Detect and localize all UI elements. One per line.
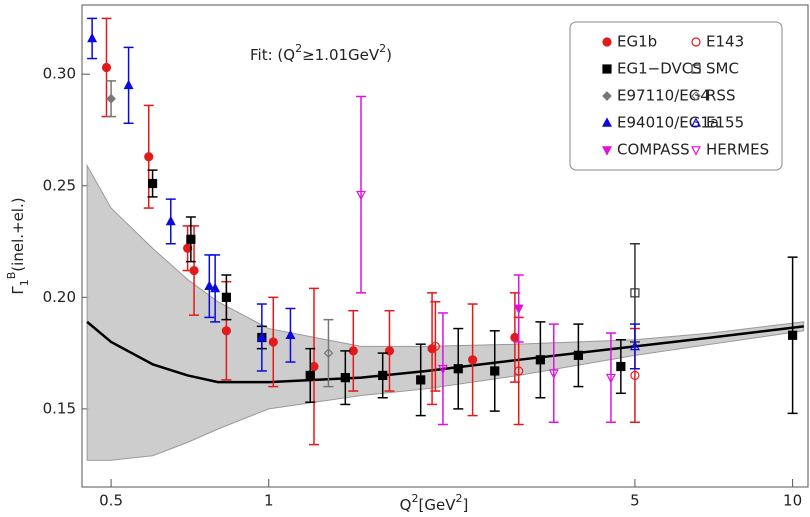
- point: [468, 355, 478, 365]
- point: [416, 375, 426, 385]
- point: [186, 234, 196, 244]
- legend-label: RSS: [706, 87, 735, 105]
- legend-marker: [691, 91, 701, 101]
- x-tick-label: 10: [783, 492, 802, 510]
- point: [285, 329, 296, 340]
- y-tick-label: 0.25: [43, 176, 76, 194]
- legend-label: EG1−DVCS: [617, 60, 702, 78]
- point: [101, 62, 112, 73]
- annotation-part: ≥1.01GeV: [302, 46, 380, 64]
- point: [453, 364, 463, 374]
- y-tick-label: 0.30: [43, 65, 76, 83]
- point: [123, 79, 134, 90]
- point: [430, 341, 440, 352]
- y-tick-label: 0.20: [43, 288, 76, 306]
- point: [573, 350, 583, 360]
- point: [788, 330, 798, 340]
- point: [630, 370, 640, 381]
- legend-box: [569, 21, 783, 171]
- legend-label: E143: [706, 33, 744, 51]
- point: [510, 332, 520, 343]
- point: [629, 340, 640, 351]
- annotation: Fit: (Q2≥1.01GeV2): [250, 42, 392, 64]
- legend-label: E97110/EG4: [617, 87, 710, 105]
- x-tick-label: 0.5: [99, 492, 123, 510]
- legend-marker: [602, 91, 612, 101]
- fit-band: [86, 163, 805, 461]
- legend-marker: [691, 117, 701, 127]
- legend-marker: [602, 146, 612, 156]
- x-axis-label-part: ]: [462, 496, 468, 514]
- point: [616, 361, 626, 372]
- x-tick-label: 5: [630, 492, 640, 510]
- y-axis-label-part: 1: [18, 279, 31, 286]
- point: [490, 366, 500, 376]
- y-axis-label-part: (inel.+el.): [9, 197, 27, 271]
- legend-marker: [602, 64, 612, 74]
- legend-label: HERMES: [706, 141, 769, 159]
- x-axis-label: Q2[GeV2]: [400, 492, 469, 514]
- point: [183, 243, 193, 253]
- legend-marker: [602, 37, 612, 47]
- x-axis-label-part: Q: [400, 496, 412, 514]
- legend-label: E94010/EG1a: [617, 114, 719, 132]
- annotation-part: ): [386, 46, 392, 64]
- x-axis-label-part: 2: [455, 492, 462, 505]
- y-tick-label: 0.15: [43, 399, 76, 417]
- point: [221, 326, 231, 336]
- point: [356, 190, 367, 201]
- point: [437, 364, 448, 375]
- annotation-part: Fit: (Q: [250, 46, 295, 64]
- point: [340, 373, 350, 383]
- y-axis-label-part: Γ: [9, 286, 27, 295]
- point: [305, 370, 315, 381]
- annotation-part: 2: [295, 42, 302, 55]
- x-tick-label: 1: [264, 492, 274, 510]
- point: [514, 366, 524, 376]
- point: [268, 337, 278, 347]
- point: [548, 369, 559, 379]
- x-axis-label-part: 2: [411, 492, 418, 505]
- legend-marker: [691, 37, 701, 47]
- x-axis-label-part: [GeV: [418, 496, 456, 514]
- point: [221, 292, 231, 302]
- legend-marker: [602, 117, 612, 127]
- legend-label: COMPASS: [617, 141, 690, 159]
- point: [309, 361, 319, 372]
- point: [605, 373, 616, 384]
- point: [513, 304, 524, 315]
- y-axis-label: Γ1B(inel.+el.): [5, 197, 31, 294]
- point: [165, 215, 176, 226]
- point: [378, 370, 388, 381]
- annotation-part: 2: [379, 42, 386, 55]
- point: [323, 348, 334, 358]
- y-axis-label-part: B: [5, 272, 18, 280]
- legend-label: E155: [706, 114, 744, 132]
- point: [106, 93, 116, 104]
- point: [210, 282, 221, 293]
- legend-label: EG1b: [617, 33, 657, 51]
- point: [147, 178, 158, 189]
- legend-label: SMC: [706, 60, 739, 78]
- point: [87, 32, 98, 43]
- point: [189, 265, 199, 276]
- point: [535, 355, 545, 365]
- point: [204, 280, 215, 290]
- point: [348, 346, 358, 356]
- fit-curve: [86, 320, 804, 384]
- point: [630, 288, 640, 298]
- legend-marker: [691, 146, 701, 156]
- point: [144, 152, 154, 162]
- legend-marker: [691, 64, 701, 74]
- point: [256, 331, 267, 342]
